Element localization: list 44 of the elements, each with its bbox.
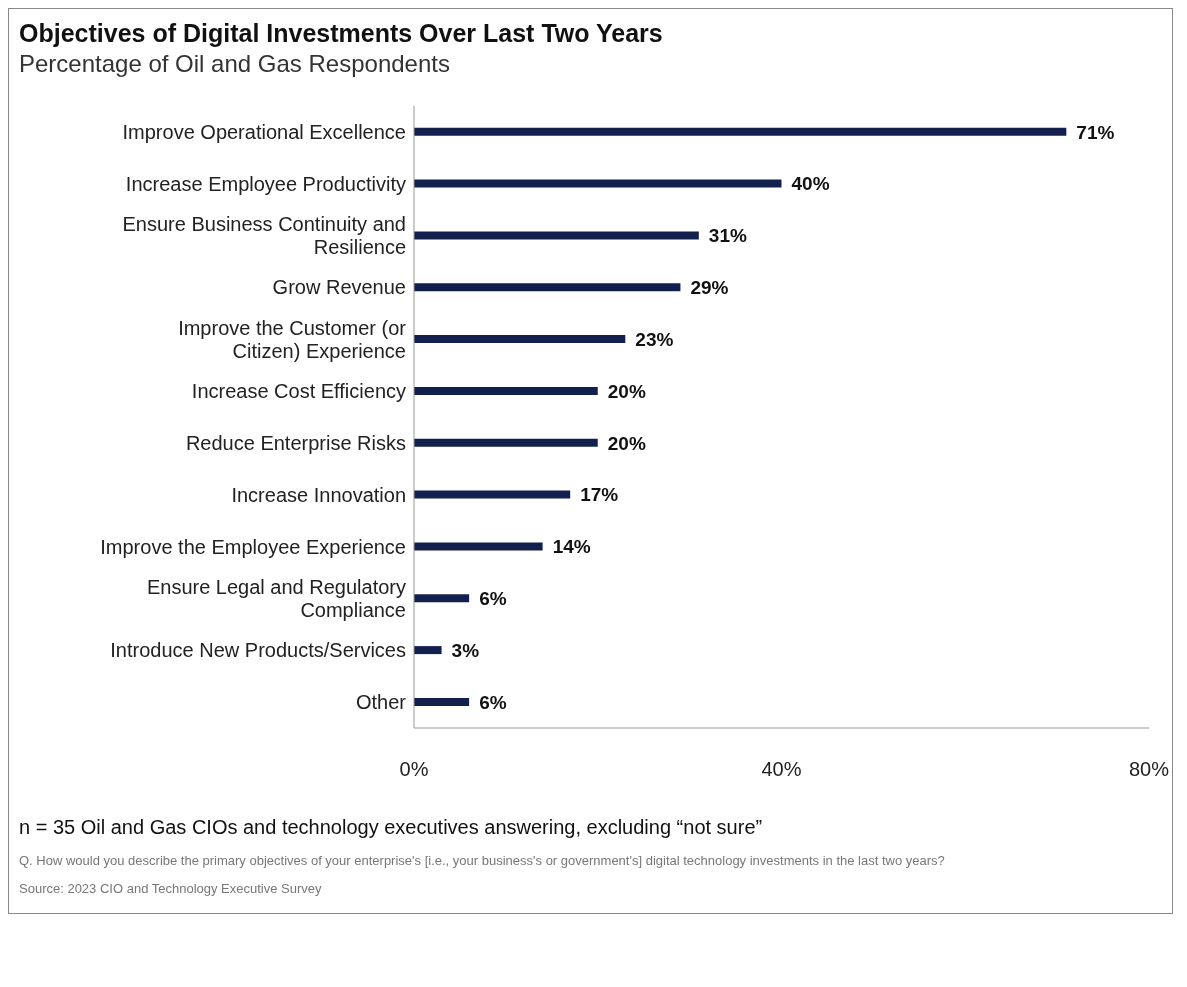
- x-tick-label: 80%: [1128, 758, 1170, 781]
- data-label: 23%: [635, 328, 674, 350]
- source-note: Source: 2023 CIO and Technology Executive Survey: [19, 880, 323, 898]
- data-label: 20%: [607, 380, 646, 402]
- data-label: 40%: [791, 173, 830, 195]
- bar: [414, 127, 1067, 136]
- bar: [414, 646, 442, 655]
- text: n = 35 Oil and Gas CIOs and technology executives answering, excluding “not sure”: [19, 816, 764, 839]
- y-tick-label: Reduce Enterprise Risks: [185, 431, 406, 454]
- bar: [414, 697, 470, 706]
- data-label: 6%: [479, 691, 507, 713]
- data-label: 71%: [1076, 121, 1115, 143]
- bar: [414, 231, 699, 240]
- data-label: 17%: [580, 484, 619, 506]
- y-tick-label: Ensure Business Continuity and Resilience: [122, 213, 406, 259]
- bar: [414, 542, 543, 551]
- y-tick-label: Improve the Customer (or Citizen) Experience: [178, 316, 407, 362]
- chart-subtitle: Percentage of Oil and Gas Respondents: [19, 50, 451, 78]
- x-tick-label: 40%: [761, 758, 802, 781]
- bar: [414, 594, 470, 603]
- y-tick-label: Grow Revenue: [272, 276, 406, 299]
- bar: [414, 438, 598, 447]
- y-tick-label: Improve the Employee Experience: [100, 535, 406, 558]
- data-label: 3%: [451, 639, 480, 661]
- data-label: 29%: [690, 277, 729, 299]
- text: Q. How would you describe the primary objectives of your enterprise's [i.e., your business's or government's] digital technology investments in the last two years?: [19, 852, 946, 870]
- data-label: 20%: [607, 432, 646, 454]
- bar: [414, 490, 571, 499]
- bar: [414, 386, 598, 395]
- bar: [414, 335, 626, 344]
- y-tick-label: Other: [355, 691, 407, 714]
- bar: [414, 283, 681, 292]
- data-label: 31%: [708, 225, 747, 247]
- data-label: 6%: [479, 588, 507, 610]
- y-tick-label: Increase Employee Productivity: [125, 172, 406, 195]
- y-tick-label: Ensure Legal and Regulatory Compliance: [146, 575, 406, 621]
- bar: [414, 179, 782, 188]
- x-tick-label: 0%: [399, 758, 429, 781]
- y-tick-label: Introduce New Products/Services: [110, 639, 406, 662]
- chart-title: Objectives of Digital Investments Over Last Two Years: [19, 19, 664, 48]
- y-tick-label: Increase Innovation: [231, 483, 406, 506]
- y-tick-label: Increase Cost Efficiency: [191, 380, 406, 403]
- y-tick-label: Improve Operational Excellence: [122, 120, 406, 143]
- data-label: 14%: [552, 536, 591, 558]
